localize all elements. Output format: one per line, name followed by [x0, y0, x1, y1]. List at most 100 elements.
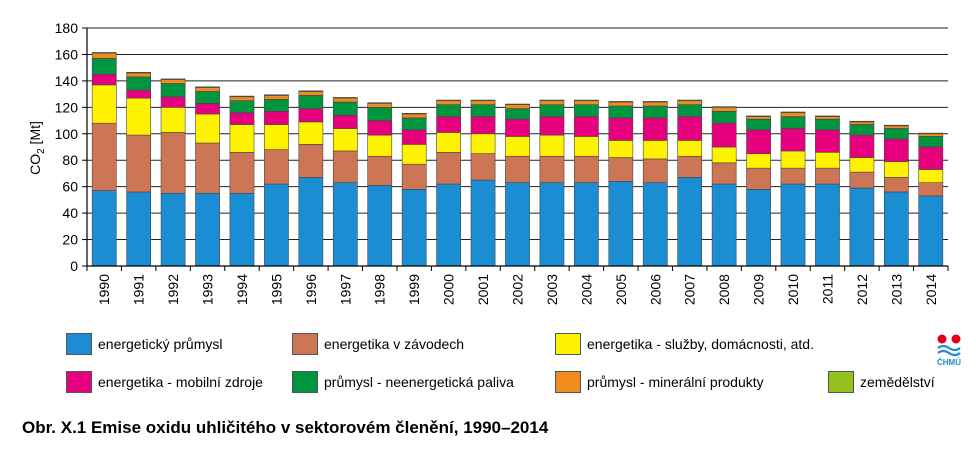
bar-2005-series-3: [608, 117, 634, 141]
bar-1996-series-3: [298, 108, 324, 123]
bar-2007-series-6: [677, 99, 703, 102]
bar-1998-series-1: [367, 155, 393, 186]
bar-1999-series-1: [401, 163, 427, 190]
bar-2006-series-1: [642, 158, 668, 183]
bar-1997-series-6: [332, 97, 358, 99]
bar-1990-series-4: [91, 58, 117, 75]
bar-2002-series-5: [505, 104, 530, 109]
x-tick-label-2002: 2002: [510, 274, 526, 305]
bar-1999-series-3: [401, 129, 427, 145]
bar-2007-series-5: [677, 100, 703, 105]
bar-2012-series-3: [849, 134, 875, 158]
bar-1993-series-1: [195, 142, 220, 194]
bar-2000-series-6: [436, 99, 461, 102]
bar-1997-series-4: [332, 101, 358, 116]
bar-2013-series-0: [883, 191, 909, 267]
bar-2013-series-4: [883, 128, 909, 140]
x-tick-labels: 1990 1991 1992 1993 1994 1995 1996 1997 1998 1999…: [96, 274, 939, 305]
bar-1994-series-4: [229, 100, 255, 113]
bar-1994-series-3: [229, 112, 255, 125]
y-tick-label-0: 0: [70, 258, 78, 274]
bar-2007-series-1: [677, 155, 703, 178]
bar-1992-series-4: [160, 83, 186, 98]
bar-1999-series-0: [401, 189, 427, 267]
bar-2014-series-4: [918, 136, 944, 148]
y-tick-label-60: 60: [62, 179, 78, 195]
bar-1992-series-5: [160, 79, 186, 84]
bar-2006-series-6: [642, 101, 668, 103]
bar-2009-series-1: [746, 167, 771, 190]
bar-1995-series-6: [264, 94, 289, 96]
bar-1996-series-5: [298, 91, 324, 96]
chmu-logo: ČHMÚ: [934, 334, 964, 374]
bar-2007-series-0: [677, 177, 703, 267]
bar-2009-series-3: [746, 129, 771, 154]
bar-2008-series-6: [711, 106, 737, 108]
x-tick-label-2007: 2007: [682, 274, 698, 305]
bar-2014-series-0: [918, 195, 944, 267]
x-tick-label-1998: 1998: [372, 274, 388, 305]
bar-2012-series-4: [849, 124, 875, 136]
bar-1994-series-1: [229, 151, 255, 194]
bar-1993-series-5: [195, 87, 220, 92]
bar-2004-series-3: [574, 116, 599, 137]
bar-2002-series-0: [505, 182, 530, 267]
bar-2005-series-1: [608, 157, 634, 182]
bar-2012-series-2: [849, 157, 875, 173]
bar-2008-series-2: [711, 146, 737, 164]
bar-2013-series-2: [883, 161, 909, 178]
bar-1992-series-3: [160, 96, 186, 108]
bar-2005-series-4: [608, 105, 634, 119]
bar-2004-series-6: [574, 99, 599, 102]
bar-2006-series-3: [642, 117, 668, 141]
bar-2008-series-4: [711, 111, 737, 124]
bar-2012-series-0: [849, 187, 875, 267]
bar-1991-series-1: [126, 134, 152, 193]
bar-2007-series-3: [677, 116, 703, 141]
bar-2000-series-2: [436, 132, 461, 153]
bar-1990-series-1: [91, 122, 117, 191]
bar-2008-series-5: [711, 107, 737, 112]
bar-2011-series-2: [815, 151, 840, 169]
bar-2003-series-1: [539, 155, 565, 183]
bar-2004-series-0: [574, 182, 599, 267]
bar-1997-series-3: [332, 114, 358, 129]
x-tick-label-1995: 1995: [268, 274, 284, 305]
bar-1991-series-3: [126, 89, 152, 99]
bar-2006-series-2: [642, 140, 668, 160]
bar-2001-series-0: [470, 179, 496, 267]
bar-1997-series-2: [332, 128, 358, 152]
bar-1999-series-5: [401, 113, 427, 119]
bar-2011-series-6: [815, 115, 840, 117]
y-tick-label-180: 180: [55, 20, 79, 36]
y-axis-label: CO2 [Mt]: [27, 121, 47, 175]
bar-1991-series-4: [126, 76, 152, 91]
x-tick-label-1993: 1993: [200, 274, 216, 305]
bar-2009-series-5: [746, 116, 771, 120]
bar-2010-series-2: [780, 150, 806, 169]
bar-2009-series-2: [746, 153, 771, 169]
bar-1991-series-0: [126, 191, 152, 267]
bar-1997-series-1: [332, 150, 358, 183]
bar-2014-series-2: [918, 169, 944, 184]
bar-2010-series-4: [780, 116, 806, 129]
x-tick-label-2003: 2003: [544, 274, 560, 305]
bar-2003-series-2: [539, 134, 565, 157]
x-tick-label-2014: 2014: [923, 274, 939, 305]
bar-1991-series-5: [126, 72, 152, 78]
bar-2010-series-5: [780, 112, 806, 117]
bar-2003-series-4: [539, 104, 565, 117]
bar-2003-series-0: [539, 182, 565, 267]
x-tick-label-1999: 1999: [406, 274, 422, 305]
bar-2001-series-5: [470, 100, 496, 105]
x-tick-label-2006: 2006: [647, 274, 663, 305]
bar-2009-series-6: [746, 115, 771, 117]
bar-1993-series-2: [195, 113, 220, 144]
bar-2000-series-3: [436, 116, 461, 133]
bar-1998-series-6: [367, 102, 393, 104]
bar-2002-series-3: [505, 118, 530, 137]
bar-1999-series-6: [401, 112, 427, 115]
y-tick-label-100: 100: [55, 126, 79, 142]
x-tick-label-2012: 2012: [854, 274, 870, 305]
bar-2001-series-1: [470, 153, 496, 181]
